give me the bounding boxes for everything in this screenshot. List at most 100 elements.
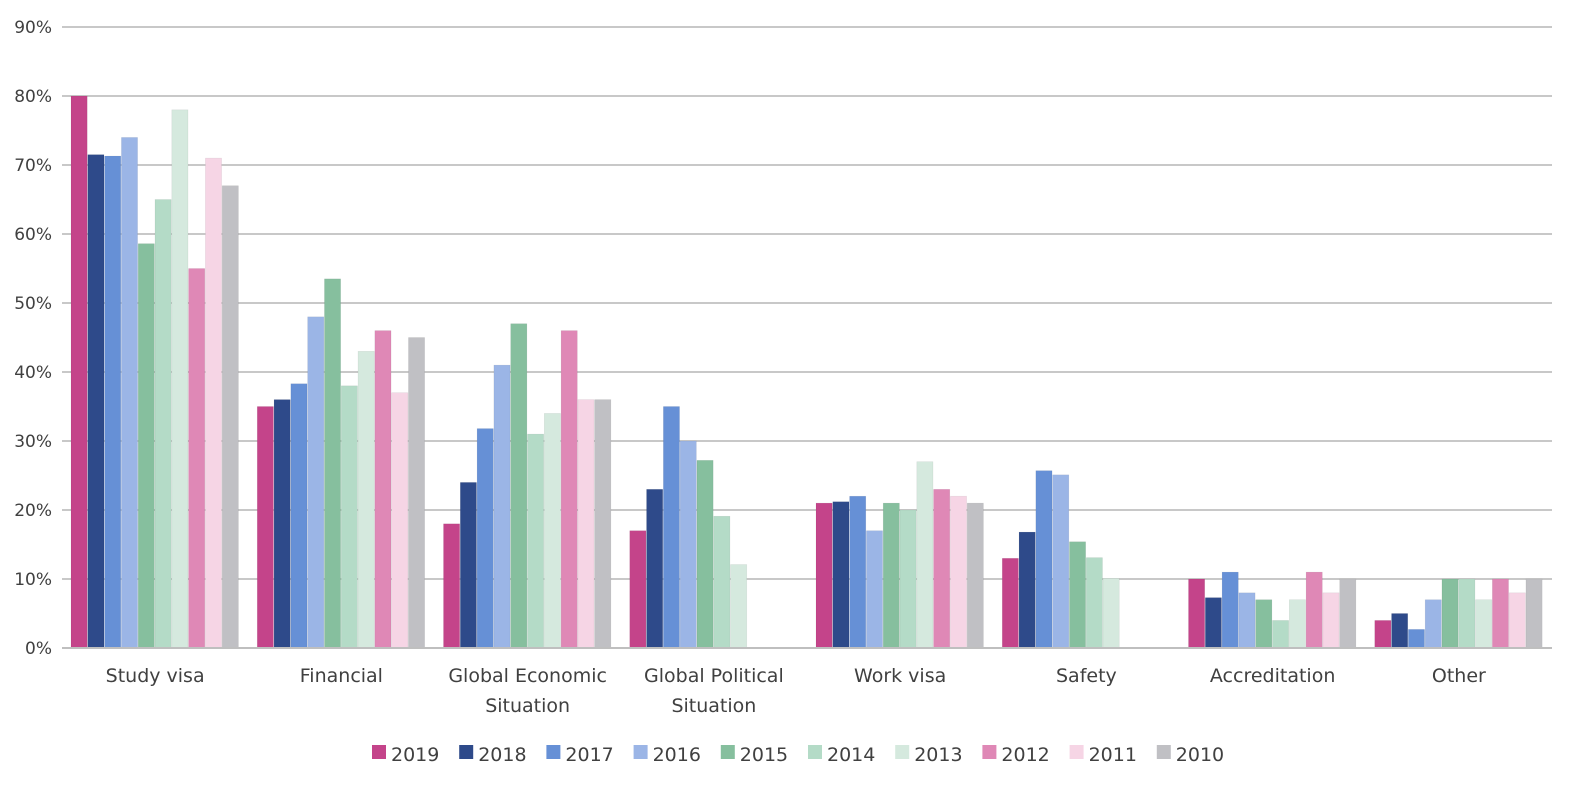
bar: [527, 433, 545, 649]
bar: [1508, 592, 1526, 649]
bar: [1525, 578, 1543, 649]
bar: [1492, 578, 1509, 649]
y-tick-label: 50%: [14, 294, 52, 314]
category-label: Situation: [671, 695, 756, 717]
bar: [882, 502, 900, 649]
legend-label: 2010: [1176, 744, 1224, 766]
y-tick-label: 10%: [14, 570, 52, 590]
bar: [966, 502, 984, 649]
bar: [1085, 557, 1103, 649]
legend-swatch: [808, 745, 822, 759]
category-label: Accreditation: [1210, 665, 1335, 687]
y-tick-label: 60%: [14, 225, 52, 245]
bar: [1374, 620, 1392, 649]
bar: [171, 109, 189, 649]
legend-label: 2011: [1089, 744, 1137, 766]
bar: [121, 137, 138, 649]
bar: [1339, 578, 1357, 649]
legend-label: 2015: [740, 744, 788, 766]
bar: [221, 185, 239, 649]
legend-swatch: [459, 745, 474, 759]
bar: [1289, 599, 1306, 649]
bar: [443, 523, 461, 649]
category-label: Financial: [300, 665, 383, 687]
category-label: Other: [1432, 665, 1486, 687]
bar: [374, 330, 392, 649]
bar: [1408, 629, 1425, 649]
bar: [408, 337, 425, 649]
y-tick-label: 30%: [14, 432, 52, 452]
category-label: Global Political: [644, 665, 784, 687]
bar: [273, 399, 291, 649]
bar: [815, 502, 833, 649]
bar: [154, 199, 172, 649]
category-label: Global Economic: [448, 665, 607, 687]
y-tick-label: 70%: [14, 156, 52, 176]
bar: [493, 364, 511, 649]
bar: [459, 482, 477, 649]
bar: [510, 323, 528, 649]
bar: [899, 509, 917, 649]
bar: [87, 154, 105, 649]
bar: [1424, 599, 1442, 649]
bar: [543, 413, 561, 649]
bar: [340, 385, 358, 649]
bar: [577, 399, 595, 649]
legend-swatch: [1069, 745, 1084, 759]
y-tick-label: 80%: [14, 87, 52, 107]
bar: [1391, 613, 1409, 649]
bar: [866, 530, 883, 649]
bar: [1441, 578, 1459, 649]
bar: [290, 383, 308, 649]
bar: [1188, 578, 1206, 649]
bar: [1052, 474, 1070, 649]
legend-label: 2018: [478, 744, 526, 766]
category-label: Situation: [485, 695, 570, 717]
axes: 0% 10% 20% 30% 40% 50% 60% 70% 80% 90% Study visa F…: [14, 18, 1552, 717]
bar: [357, 350, 375, 649]
bar: [1069, 541, 1086, 649]
bar: [1018, 531, 1036, 649]
legend-label: 2017: [565, 744, 613, 766]
bar: [1205, 597, 1222, 649]
y-tick-label: 40%: [14, 363, 52, 383]
legend: 2019 2018 2017 2016 2015 2014 2013 2012 2011 2010: [372, 744, 1224, 766]
bar: [205, 157, 222, 649]
legend-label: 2019: [391, 744, 439, 766]
bar: [730, 564, 748, 649]
bar: [679, 440, 697, 649]
y-tick-label: 90%: [14, 18, 52, 38]
bar: [476, 428, 494, 649]
legend-swatch: [895, 745, 910, 759]
legend-label: 2016: [653, 744, 701, 766]
category-label: Work visa: [854, 665, 946, 687]
bar: [849, 495, 867, 649]
legend-swatch: [546, 745, 561, 759]
bar: [560, 330, 578, 649]
bar: [933, 488, 951, 649]
legend-label: 2013: [914, 744, 962, 766]
category-label: Study visa: [106, 665, 205, 687]
legend-swatch: [1156, 745, 1171, 759]
bar: [256, 406, 274, 649]
legend-label: 2012: [1001, 744, 1049, 766]
y-tick-label: 0%: [25, 639, 52, 659]
bar: [663, 406, 680, 649]
legend-swatch: [720, 745, 735, 759]
bar: [950, 495, 967, 649]
y-tick-label: 20%: [14, 501, 52, 521]
legend-swatch: [633, 745, 648, 759]
bars: [70, 95, 1543, 649]
legend-swatch: [982, 745, 997, 759]
bar: [1322, 592, 1340, 649]
bar: [832, 501, 850, 649]
bar: [696, 460, 714, 649]
legend-swatch: [372, 745, 386, 759]
bar: [629, 530, 647, 649]
bar: [1001, 557, 1019, 649]
bar: [70, 95, 88, 649]
bar: [391, 392, 409, 649]
bar: [137, 243, 155, 649]
bar: [1272, 620, 1290, 649]
bar: [646, 488, 664, 649]
